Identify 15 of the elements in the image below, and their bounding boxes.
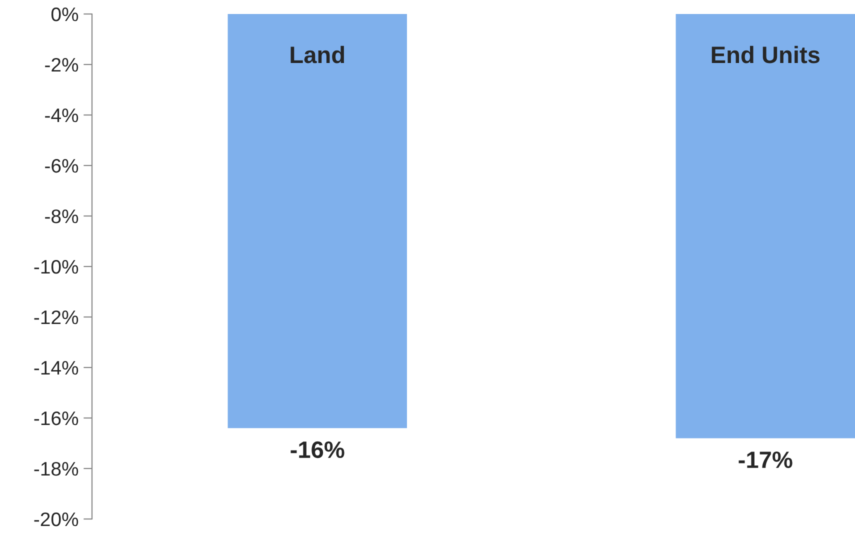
y-tick-label: 0% (51, 7, 78, 22)
y-tick-label: -2% (45, 58, 78, 72)
x-tick-label: Land (290, 46, 344, 64)
y-tick-label: -18% (34, 462, 78, 476)
data-label: -17% (738, 452, 792, 468)
x-tick-label: End Units (712, 46, 820, 64)
y-tick-label: -4% (45, 108, 78, 122)
y-tick-label: -6% (45, 158, 78, 173)
y-tick-label: -16% (34, 411, 78, 426)
y-tick-label: -12% (34, 310, 78, 324)
y-tick-label: -8% (45, 209, 78, 224)
y-tick-label: -20% (34, 512, 78, 526)
y-tick-label: -14% (34, 361, 78, 375)
y-tick-label: -10% (34, 260, 78, 274)
data-label: -16% (290, 441, 344, 458)
